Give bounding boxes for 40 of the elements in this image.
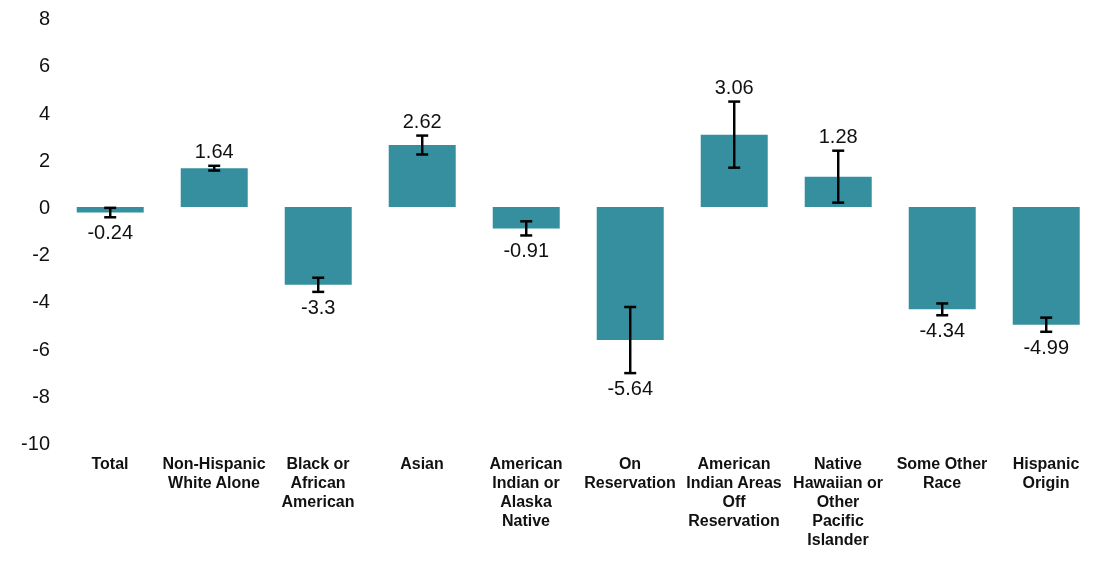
y-tick-label: -8 <box>32 384 50 407</box>
x-tick-label: American Indian or Alaska Native <box>489 455 563 529</box>
y-tick-label: -10 <box>21 432 50 455</box>
data-label: -0.91 <box>503 239 550 262</box>
x-tick-label: On Reservation <box>584 455 676 491</box>
x-tick-label: American Indian Areas Off Reservation <box>686 455 782 529</box>
data-label: 1.28 <box>818 124 858 147</box>
bar <box>180 168 248 207</box>
y-tick-label: 0 <box>38 195 50 218</box>
bar <box>76 206 144 213</box>
x-tick-label: Non-Hispanic White Alone <box>162 455 266 491</box>
data-label: -5.64 <box>607 377 654 400</box>
x-tick-label: Hispanic Origin <box>1012 455 1080 491</box>
y-tick-label: -2 <box>32 243 50 266</box>
bar <box>908 206 976 310</box>
data-label: 1.64 <box>194 139 234 162</box>
x-tick-label: Asian <box>400 455 444 472</box>
y-tick-label: -6 <box>32 337 50 360</box>
data-label: -4.99 <box>1023 335 1070 358</box>
data-label: 2.62 <box>402 109 442 132</box>
y-tick-label: 6 <box>38 54 50 77</box>
x-tick-label: Black or African American <box>281 455 355 510</box>
bar <box>1012 206 1080 325</box>
y-tick-label: 4 <box>38 101 50 124</box>
data-label: -0.24 <box>87 221 134 244</box>
bar <box>388 145 456 207</box>
bar <box>596 206 664 341</box>
x-tick-label: Total <box>91 455 129 472</box>
bar <box>284 206 352 285</box>
data-label: 3.06 <box>714 75 754 98</box>
x-tick-label: Some Other Race <box>896 455 988 491</box>
y-tick-label: 8 <box>38 7 50 30</box>
data-label: -3.3 <box>300 295 336 318</box>
y-tick-label: -4 <box>32 290 50 313</box>
bar <box>700 134 768 207</box>
bar <box>492 206 560 229</box>
bar <box>804 176 872 207</box>
data-label: -4.34 <box>919 319 966 342</box>
y-tick-label: 2 <box>38 148 50 171</box>
x-tick-label: Native Hawaiian or Other Pacific Islander <box>793 455 883 548</box>
